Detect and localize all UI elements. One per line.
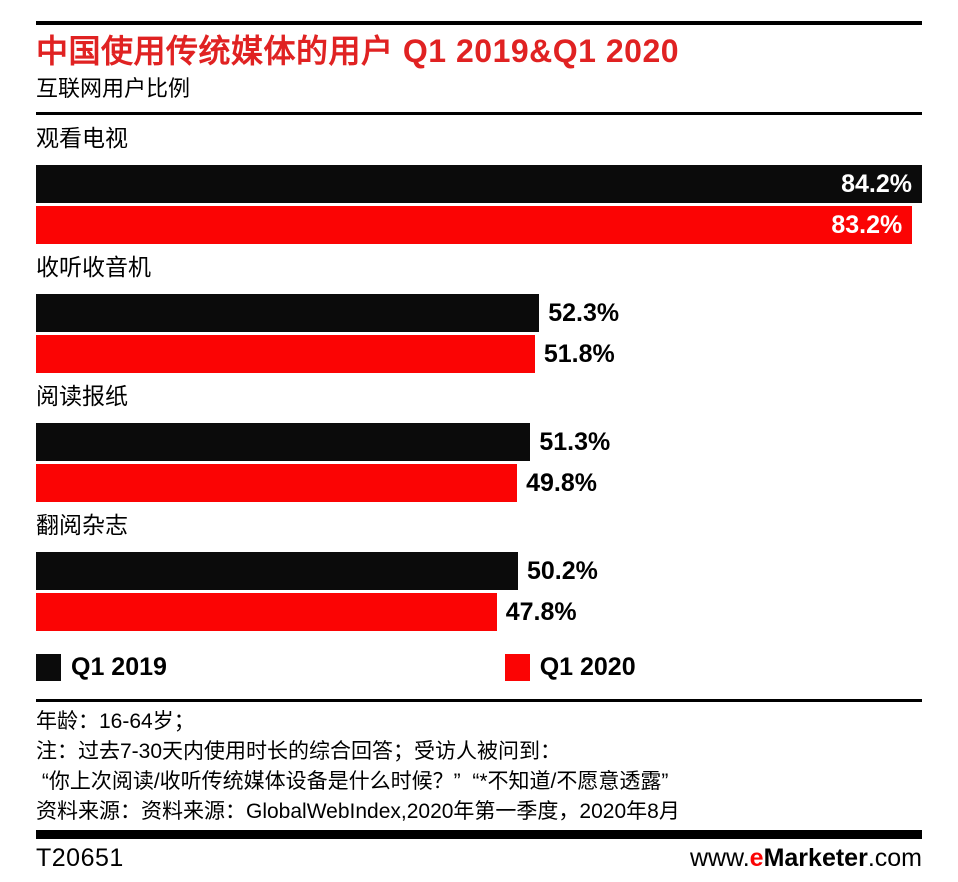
bar-chart: 观看电视 84.2% 83.2% 收听收音机 52.3% 51.8% 阅读报纸 51.3% 49…	[36, 124, 922, 631]
bar-row: 83.2%	[36, 206, 922, 244]
page-title: 中国使用传统媒体的用户 Q1 2019&Q1 2020	[36, 33, 680, 69]
legend-item-q1-2020: Q1 2020	[504, 651, 636, 683]
legend-label-q1-2019: Q1 2019	[71, 653, 167, 681]
value-label: 49.8%	[526, 468, 597, 497]
site-marketer: Marketer	[763, 844, 868, 872]
bar-group: 观看电视 84.2% 83.2%	[36, 124, 922, 244]
legend-item-q1-2019: Q1 2019	[36, 651, 167, 683]
chart-legend: Q1 2019 Q1 2020	[36, 651, 922, 683]
footnote-source: 资料来源：资料来源：GlobalWebIndex,2020年第一季度，2020年…	[36, 800, 680, 823]
legend-swatch-red	[504, 653, 530, 681]
bar-q1-2019	[36, 552, 518, 590]
footer: T20651 www.eMarketer.com	[36, 844, 922, 873]
bar-row: 51.3%	[36, 423, 922, 461]
site-www: www.	[689, 844, 750, 872]
bar-row: 52.3%	[36, 294, 922, 332]
footnote-rule	[36, 699, 922, 702]
value-label: 51.3%	[539, 427, 611, 456]
footnotes: 年龄：16-64岁； 注：过去7-30天内使用时长的综合回答；受访人被问到： “…	[36, 702, 922, 830]
bar-q1-2019	[36, 423, 531, 461]
legend-label-q1-2020: Q1 2020	[539, 653, 636, 681]
bar-q1-2020	[36, 593, 497, 631]
page-subtitle: 互联网用户比例	[36, 76, 191, 101]
bar-row: 51.8%	[36, 335, 922, 373]
category-label: 翻阅杂志	[36, 512, 128, 538]
category-label: 收听收音机	[36, 254, 151, 280]
bar-q1-2020	[36, 335, 535, 373]
bar-q1-2019: 84.2%	[36, 165, 922, 203]
chart-id: T20651	[36, 844, 124, 872]
value-label: 51.8%	[543, 339, 615, 368]
category-label: 阅读报纸	[36, 383, 128, 409]
value-label: 84.2%	[841, 169, 912, 198]
bar-row: 47.8%	[36, 593, 922, 631]
value-label: 52.3%	[548, 298, 620, 327]
site-e: e	[749, 844, 764, 872]
top-rule	[36, 21, 922, 25]
bar-row: 49.8%	[36, 464, 922, 502]
bottom-rule	[36, 830, 922, 839]
bar-q1-2020: 83.2%	[36, 206, 913, 244]
bar-q1-2020	[36, 464, 518, 502]
bar-group: 收听收音机 52.3% 51.8%	[36, 253, 922, 373]
site-com: .com	[867, 844, 922, 872]
value-label: 50.2%	[526, 556, 598, 585]
legend-swatch-black	[36, 653, 61, 681]
bar-group: 翻阅杂志 50.2% 47.8%	[36, 511, 922, 631]
value-label: 47.8%	[505, 597, 577, 626]
website-link[interactable]: www.eMarketer.com	[690, 844, 922, 873]
category-label: 观看电视	[36, 125, 128, 151]
bar-group: 阅读报纸 51.3% 49.8%	[36, 382, 922, 502]
subtitle-rule	[36, 112, 922, 115]
footnote-age: 年龄：16-64岁；	[36, 710, 195, 733]
bar-row: 50.2%	[36, 552, 922, 590]
bar-row: 84.2%	[36, 165, 922, 203]
footnote-note: 注：过去7-30天内使用时长的综合回答；受访人被问到：	[36, 740, 562, 763]
footnote-quote: “你上次阅读/收听传统媒体设备是什么时候？” “*不知道/不愿意透露”	[36, 770, 669, 793]
bar-q1-2019	[36, 294, 540, 332]
value-label: 83.2%	[831, 210, 903, 239]
